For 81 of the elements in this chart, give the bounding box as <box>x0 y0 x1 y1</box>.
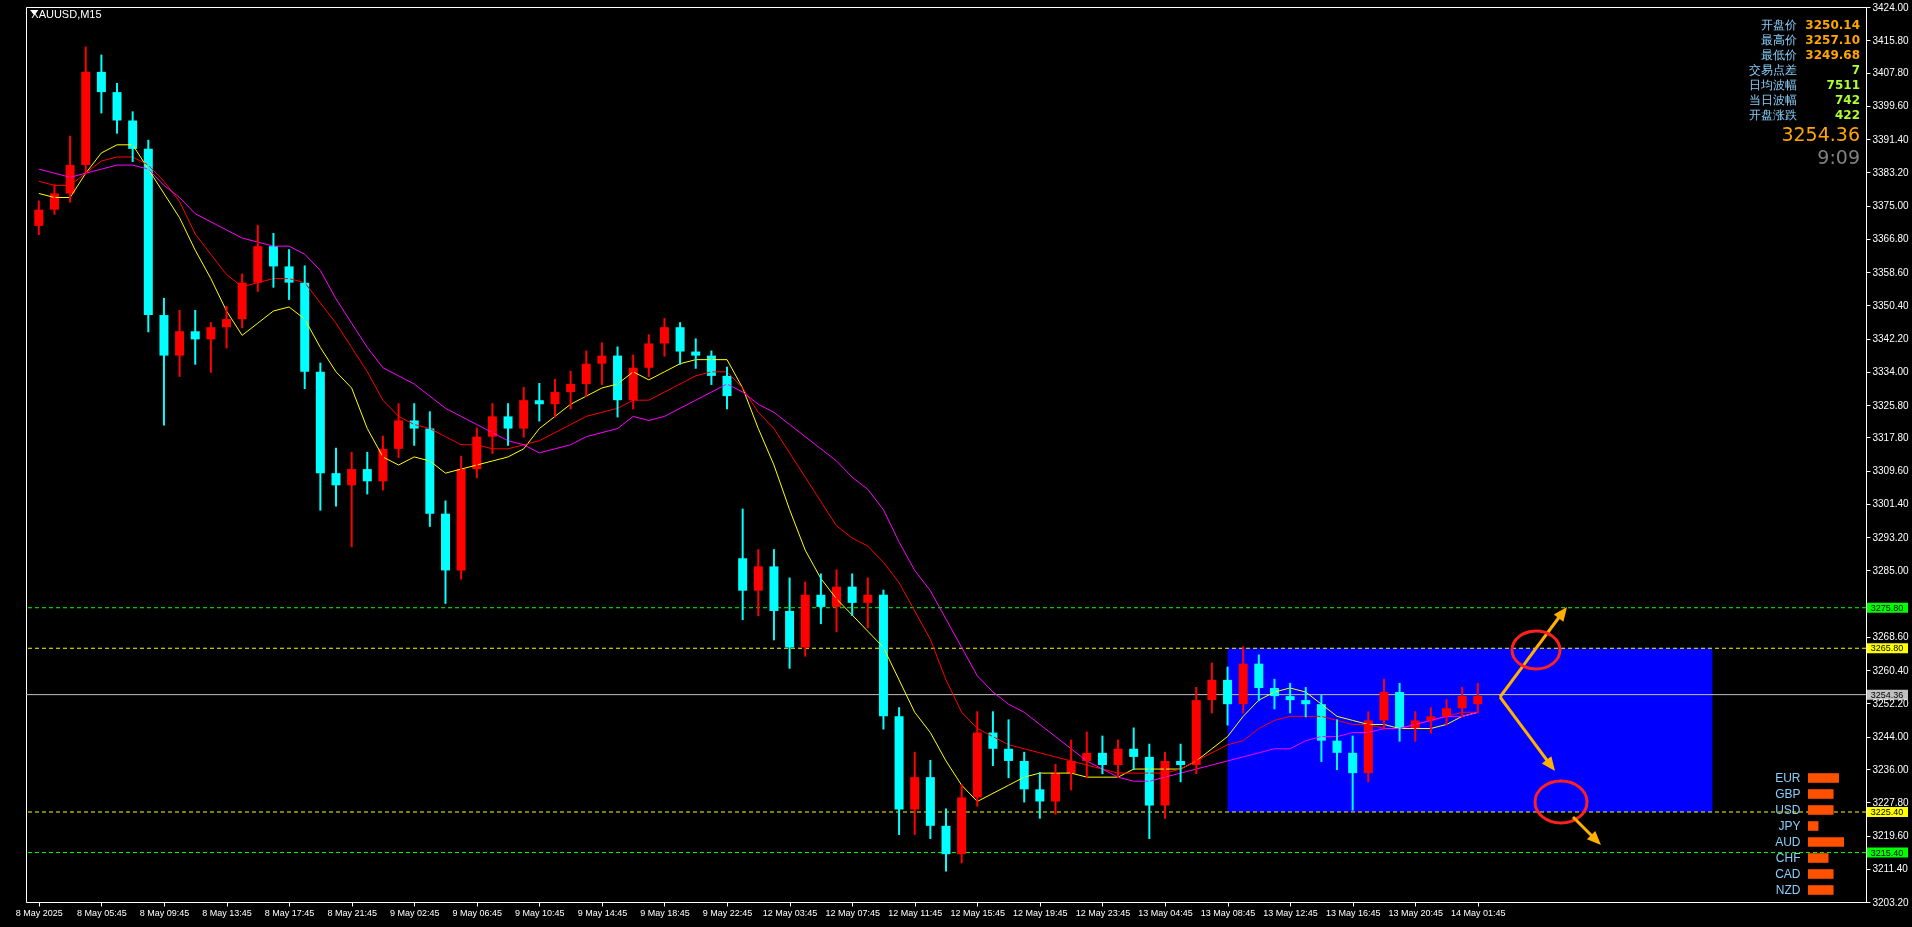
y-tick-label: USD <box>1775 803 1801 817</box>
chart-title: XAUUSD,M15 <box>31 8 102 20</box>
x-tick-label: 13 May 04:45 <box>1138 907 1193 918</box>
y-tick-label: 3244.00 <box>1872 731 1910 743</box>
y-tick-label: 3424.00 <box>1872 1 1910 13</box>
x-tick-label: 9 May 06:45 <box>452 907 503 918</box>
x-tick-label: 14 May 01:45 <box>1451 907 1506 918</box>
annotation: 3250.14 <box>1805 18 1860 33</box>
annotation: 7 <box>1850 63 1860 78</box>
x-tick-label: 12 May 07:45 <box>825 907 880 918</box>
x-tick-label: 8 May 21:45 <box>327 907 377 918</box>
x-tick-label: 9 May 02:45 <box>389 907 440 918</box>
x-tick-label: 8 May 2025 <box>15 907 63 918</box>
y-tick-label: 3203.20 <box>1872 896 1910 908</box>
y-tick-label: 3252.20 <box>1872 697 1910 709</box>
annotation: 7511 <box>1825 78 1860 93</box>
y-tick-label: 3415.80 <box>1872 34 1910 46</box>
y-tick-label: JPY <box>1778 819 1801 833</box>
annotation: 开盘涨跌 <box>1749 108 1798 123</box>
y-tick-label: 3399.60 <box>1872 100 1910 112</box>
y-tick-label: 3366.80 <box>1872 233 1910 245</box>
y-tick-label: NZD <box>1775 883 1801 897</box>
ref-line-label: 3254.36 <box>1870 689 1904 700</box>
x-tick-label: 8 May 13:45 <box>202 907 252 918</box>
x-tick-label: 12 May 19:45 <box>1013 907 1068 918</box>
y-tick-label: 3293.20 <box>1872 531 1910 543</box>
x-tick-label: 13 May 12:45 <box>1263 907 1318 918</box>
x-tick-label: 9 May 22:45 <box>702 907 753 918</box>
x-tick-label: 12 May 11:45 <box>888 907 943 918</box>
y-tick-label: 3317.80 <box>1872 431 1910 443</box>
x-tick-label: 8 May 17:45 <box>264 907 315 918</box>
annotation: 开盘价 <box>1760 18 1798 33</box>
y-tick-label: CHF <box>1775 851 1801 865</box>
annotation: 422 <box>1833 108 1860 123</box>
y-tick-label: 3309.60 <box>1872 465 1910 477</box>
y-tick-label: 3391.40 <box>1872 133 1910 145</box>
y-tick-label: EUR <box>1775 771 1801 785</box>
y-tick-label: 3227.80 <box>1872 796 1910 808</box>
y-tick-label: 3268.60 <box>1872 631 1910 643</box>
x-tick-label: 9 May 10:45 <box>515 907 565 918</box>
annotation: 742 <box>1833 93 1860 108</box>
y-tick-label: 3301.40 <box>1872 498 1910 510</box>
y-tick-label: 3260.40 <box>1872 664 1910 676</box>
ref-line-label: 3225.40 <box>1870 807 1904 818</box>
x-tick-label: 13 May 16:45 <box>1325 907 1381 918</box>
y-tick-label: 3219.60 <box>1872 830 1910 842</box>
annotation: 交易点差 <box>1749 63 1798 78</box>
annotation: 9:09 <box>1816 146 1860 169</box>
y-tick-label: AUD <box>1775 835 1801 849</box>
x-tick-label: 9 May 14:45 <box>577 907 628 918</box>
x-tick-label: 8 May 05:45 <box>77 907 127 918</box>
annotation: 日均波幅 <box>1749 78 1798 93</box>
y-tick-label: 3375.00 <box>1872 200 1910 212</box>
x-tick-label: 9 May 18:45 <box>640 907 690 918</box>
x-tick-label: 12 May 03:45 <box>762 907 818 918</box>
annotation: 3254.36 <box>1780 123 1860 146</box>
y-tick-label: GBP <box>1775 787 1801 801</box>
y-tick-label: 3383.20 <box>1872 166 1910 178</box>
x-tick-label: 13 May 08:45 <box>1200 907 1256 918</box>
x-tick-label: 12 May 23:45 <box>1075 907 1131 918</box>
y-tick-label: 3325.80 <box>1872 399 1910 411</box>
y-tick-label: 3236.00 <box>1872 763 1910 775</box>
annotation: 最低价 <box>1760 48 1798 63</box>
x-tick-label: 12 May 15:45 <box>950 907 1006 918</box>
x-tick-label: 13 May 20:45 <box>1388 907 1443 918</box>
annotation: 最高价 <box>1760 33 1798 48</box>
y-tick-label: CAD <box>1775 867 1801 881</box>
y-tick-label: 3350.40 <box>1872 299 1910 311</box>
y-tick-label: 3358.60 <box>1872 266 1910 278</box>
y-tick-label: 3334.00 <box>1872 366 1910 378</box>
ref-line-label: 3215.40 <box>1870 847 1904 858</box>
annotation: 当日波幅 <box>1749 93 1798 108</box>
y-tick-label: 3211.40 <box>1872 863 1909 875</box>
y-tick-label: 3407.80 <box>1872 67 1910 79</box>
y-tick-label: 3285.00 <box>1872 564 1910 576</box>
y-tick-label: 3342.20 <box>1872 333 1910 345</box>
x-tick-label: 8 May 09:45 <box>139 907 190 918</box>
annotation: 3249.68 <box>1805 48 1860 63</box>
ref-line-label: 3275.80 <box>1870 602 1904 613</box>
ref-line-label: 3265.80 <box>1870 643 1904 654</box>
annotation: 3257.10 <box>1805 33 1860 48</box>
